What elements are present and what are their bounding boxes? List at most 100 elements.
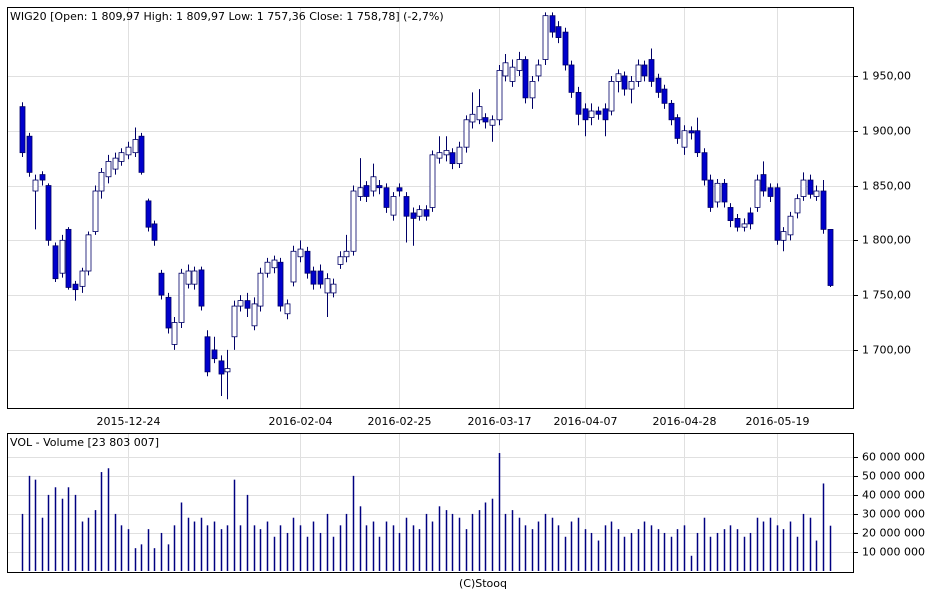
candle-body <box>198 269 205 307</box>
candle-body <box>251 303 258 327</box>
y-tick-label: 1 950,00 <box>862 70 911 83</box>
candle-body <box>456 146 463 165</box>
candle-body <box>218 360 225 375</box>
candle-body <box>410 212 417 219</box>
candle-body <box>800 179 807 197</box>
candle-body <box>317 270 324 285</box>
candle-body <box>158 272 165 296</box>
candle-body <box>390 196 397 216</box>
candle-body <box>231 305 238 338</box>
candle-body <box>138 135 145 173</box>
candle-body <box>562 31 569 66</box>
candle-body <box>105 161 112 178</box>
candle-body <box>694 130 701 154</box>
candle-body <box>383 187 390 208</box>
candle-body <box>185 270 192 285</box>
candle-body <box>595 110 602 115</box>
price-panel <box>7 7 854 409</box>
y-tick-label: 40 000 000 <box>862 489 925 502</box>
candle-body <box>191 270 198 285</box>
candle-body <box>542 15 549 60</box>
candle-body <box>26 135 33 173</box>
candle-body <box>363 185 370 197</box>
candle-body <box>310 270 317 285</box>
candle-body <box>79 270 86 287</box>
candle-body <box>496 70 503 121</box>
candle-body <box>330 283 337 294</box>
candle-body <box>257 272 264 307</box>
candle-body <box>443 150 450 156</box>
candle-body <box>19 106 26 154</box>
candle-body <box>621 75 628 90</box>
candle-body <box>767 187 774 197</box>
volume-title: VOL - Volume [23 803 007] <box>10 436 159 449</box>
candle-body <box>628 81 635 90</box>
candle-body <box>674 117 681 139</box>
candle-body <box>522 59 529 99</box>
candle-body <box>668 102 675 121</box>
candle-body <box>204 336 211 373</box>
x-tick-label: 2016-05-19 <box>746 415 810 428</box>
candle-body <box>98 171 105 192</box>
y-tick-label: 50 000 000 <box>862 470 925 483</box>
candle-body <box>284 303 291 315</box>
x-tick-label: 2015-12-24 <box>97 415 161 428</box>
candle-body <box>277 261 284 307</box>
y-tick-label: 10 000 000 <box>862 546 925 559</box>
candle-body <box>396 187 403 192</box>
candle-body <box>436 152 443 159</box>
candle-body <box>774 187 781 241</box>
candle-body <box>350 190 357 252</box>
candle-body <box>568 64 575 93</box>
y-tick-label: 1 750,00 <box>862 289 911 302</box>
candle-body <box>780 231 787 241</box>
candle-body <box>403 196 410 217</box>
candle-body <box>165 296 172 329</box>
candle-body <box>734 218 741 228</box>
candle-body <box>112 157 119 170</box>
candle-body <box>449 152 456 165</box>
candle-body <box>416 209 423 217</box>
candle-body <box>482 117 489 123</box>
candle-body <box>59 239 66 274</box>
candle-body <box>555 26 562 38</box>
candle-body <box>237 300 244 307</box>
candle-body <box>118 152 125 162</box>
y-tick-label: 1 850,00 <box>862 180 911 193</box>
candle-body <box>701 152 708 181</box>
candle-body <box>476 106 483 121</box>
candle-body <box>760 174 767 192</box>
candle-body <box>244 300 251 309</box>
candle-body <box>324 278 331 294</box>
candle-body <box>707 179 714 208</box>
y-tick-label: 1 700,00 <box>862 344 911 357</box>
chart-title: WIG20 [Open: 1 809,97 High: 1 809,97 Low… <box>10 10 444 23</box>
y-tick-label: 30 000 000 <box>862 508 925 521</box>
candle-body <box>92 190 99 232</box>
y-tick-label: 20 000 000 <box>862 527 925 540</box>
candle-body <box>85 234 92 272</box>
candle-body <box>754 179 761 208</box>
candle-body <box>529 81 536 99</box>
candle-body <box>575 91 582 115</box>
candle-body <box>297 248 304 258</box>
candle-body <box>224 368 231 373</box>
candle-body <box>290 250 297 283</box>
candle-body <box>794 198 801 214</box>
candle-body <box>714 182 721 203</box>
candle-body <box>178 272 185 323</box>
candle-body <box>343 250 350 258</box>
candle-body <box>132 139 139 154</box>
candle-body <box>145 200 152 228</box>
candle-body <box>827 229 834 286</box>
candle-body <box>211 349 218 360</box>
candle-body <box>648 59 655 82</box>
candle-body <box>271 259 278 269</box>
y-tick-label: 1 900,00 <box>862 125 911 138</box>
candle-body <box>549 15 556 33</box>
candle-body <box>32 179 39 192</box>
candle-body <box>337 256 344 265</box>
volume-panel <box>7 433 854 573</box>
candle-body <box>635 64 642 82</box>
